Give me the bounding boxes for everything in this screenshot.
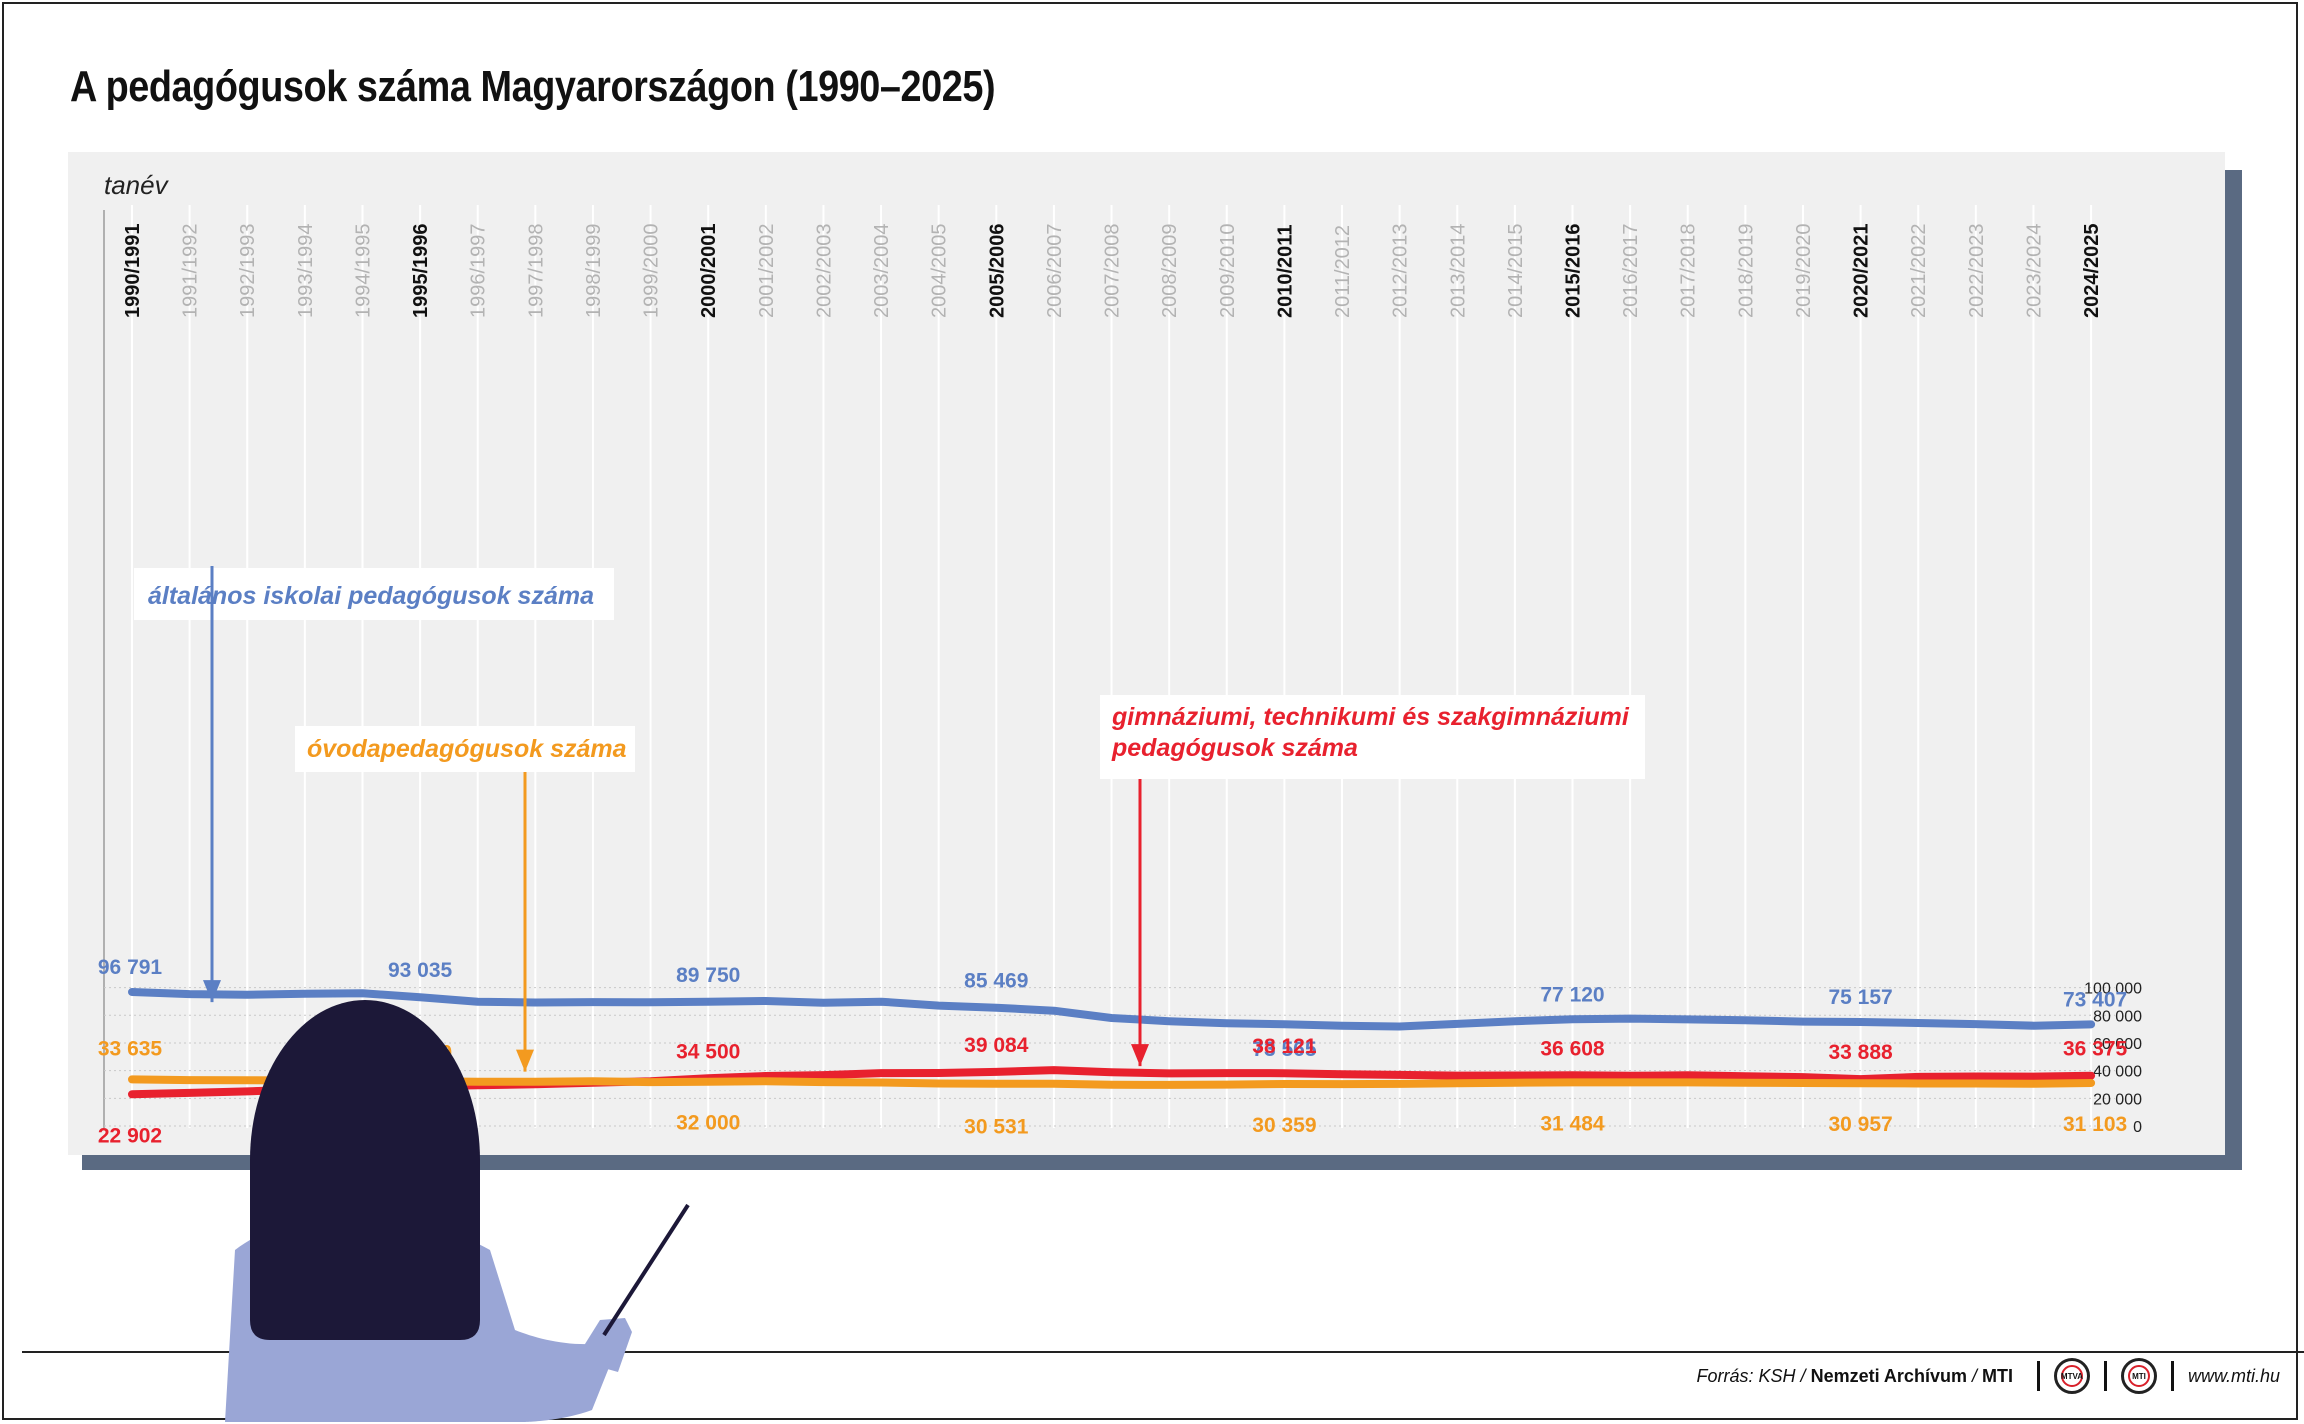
series-name-label: óvodapedagógusok száma xyxy=(307,735,627,763)
x-tick-label: 2007/2008 xyxy=(1102,223,1124,318)
x-tick-label: 1990/1991 xyxy=(122,223,144,318)
y-tick-label: 40 000 xyxy=(2093,1064,2142,1081)
x-tick-label: 2003/2004 xyxy=(871,223,893,318)
mti-logo: MTI xyxy=(2120,1358,2157,1394)
x-tick-label: 1994/1995 xyxy=(352,223,374,318)
x-tick-label: 1993/1994 xyxy=(295,223,317,318)
x-tick-label: 1999/2000 xyxy=(641,223,663,318)
legend-box xyxy=(134,568,614,620)
callout-arrow-head xyxy=(1131,1044,1149,1067)
x-tick-label: 2002/2003 xyxy=(813,223,835,318)
x-tick-label: 2015/2016 xyxy=(1563,223,1585,318)
x-tick-label: 1998/1999 xyxy=(583,223,605,318)
legend-box xyxy=(295,726,635,772)
pointer-stick xyxy=(602,1203,690,1337)
x-tick-label: 2010/2011 xyxy=(1274,225,1296,318)
data-label: 39 084 xyxy=(964,1034,1029,1057)
y-tick-label: 100 000 xyxy=(2084,981,2142,998)
x-tick-label: 2011/2012 xyxy=(1332,225,1354,318)
page-title: A pedagógusok száma Magyarországon (1990… xyxy=(70,62,996,111)
footer-separator xyxy=(2170,1361,2174,1391)
data-label: 36 608 xyxy=(1540,1037,1605,1060)
data-label: 30 531 xyxy=(964,1116,1029,1139)
data-label: 33 635 xyxy=(98,1037,163,1060)
data-label: 30 957 xyxy=(1828,1113,1892,1136)
x-tick-label: 2014/2015 xyxy=(1505,223,1527,318)
data-label: 85 469 xyxy=(964,970,1028,993)
x-tick-label: 1992/1993 xyxy=(237,223,259,318)
x-tick-label: 2008/2009 xyxy=(1159,223,1181,318)
data-label: 73 565 xyxy=(1252,1038,1317,1061)
x-tick-label: 1997/1998 xyxy=(525,223,547,318)
y-tick-label: 0 xyxy=(2133,1119,2142,1136)
data-label: 22 902 xyxy=(98,1124,162,1147)
x-axis-label: tanév xyxy=(104,170,170,200)
x-tick-label: 1996/1997 xyxy=(468,223,490,318)
data-label: 38 121 xyxy=(1252,1035,1317,1058)
data-label: 36 375 xyxy=(2063,1038,2128,1061)
data-label: 89 750 xyxy=(676,964,740,987)
series-name-label: pedagógusok száma xyxy=(1111,734,1358,762)
x-tick-label: 2024/2025 xyxy=(2081,223,2103,318)
x-tick-label: 2006/2007 xyxy=(1044,223,1066,318)
x-tick-label: 1991/1992 xyxy=(180,223,202,318)
source-footer: Forrás: KSH / Nemzeti Archívum / MTI MTV… xyxy=(1697,1358,2280,1394)
legend-box xyxy=(1100,695,1645,779)
data-label: 73 407 xyxy=(2063,988,2127,1011)
series-line xyxy=(128,988,2096,1031)
data-label: 32 000 xyxy=(676,1112,740,1135)
x-tick-label: 2022/2023 xyxy=(1966,223,1988,318)
x-tick-label: 2019/2020 xyxy=(1793,223,1815,318)
source-text: Forrás: KSH / Nemzeti Archívum / MTI xyxy=(1696,1365,2013,1386)
y-tick-label: 80 000 xyxy=(2093,1008,2142,1025)
callout-arrow-head xyxy=(203,980,221,1003)
footer-rule xyxy=(22,1351,2304,1353)
footer-separator xyxy=(2036,1361,2040,1391)
data-label: 34 500 xyxy=(676,1040,740,1063)
series-name-label: gimnáziumi, technikumi és szakgimnáziumi xyxy=(1111,703,1630,731)
y-tick-label: 20 000 xyxy=(2093,1091,2142,1108)
teacher-hand xyxy=(575,1318,632,1372)
x-tick-label: 2004/2005 xyxy=(929,223,951,318)
teacher-illustration xyxy=(225,1000,690,1422)
x-tick-label: 2001/2002 xyxy=(756,223,778,318)
x-tick-label: 2013/2014 xyxy=(1447,223,1469,318)
mtva-logo: MTVA xyxy=(2053,1358,2090,1394)
data-label: 96 791 xyxy=(98,956,163,979)
x-tick-label: 2005/2006 xyxy=(986,223,1008,318)
data-label: 75 157 xyxy=(1828,986,1892,1009)
x-tick-label: 2016/2017 xyxy=(1620,223,1642,318)
x-tick-label: 2021/2022 xyxy=(1908,223,1930,318)
data-label: 33 888 xyxy=(1828,1041,1893,1064)
x-tick-label: 2020/2021 xyxy=(1851,223,1873,318)
y-tick-label: 60 000 xyxy=(2093,1036,2142,1053)
x-tick-label: 2017/2018 xyxy=(1678,223,1700,318)
data-label: 93 035 xyxy=(388,959,453,982)
website-link[interactable]: www.mti.hu xyxy=(2187,1365,2280,1386)
x-tick-label: 2009/2010 xyxy=(1217,223,1239,318)
data-label: 31 103 xyxy=(2063,1113,2127,1136)
data-label: 30 359 xyxy=(1252,1114,1316,1137)
x-tick-label: 1995/1996 xyxy=(410,223,432,318)
series-name-label: általános iskolai pedagógusok száma xyxy=(148,582,594,610)
x-tick-label: 2023/2024 xyxy=(2023,223,2045,318)
x-tick-label: 2000/2001 xyxy=(698,223,720,318)
x-tick-label: 2018/2019 xyxy=(1735,223,1757,318)
data-label: 31 484 xyxy=(1540,1112,1605,1135)
footer-separator xyxy=(2103,1361,2107,1391)
callout-arrow-head xyxy=(516,1049,534,1072)
teacher-head xyxy=(250,1000,480,1340)
data-label: 77 120 xyxy=(1540,983,1604,1006)
x-tick-label: 2012/2013 xyxy=(1390,223,1412,318)
